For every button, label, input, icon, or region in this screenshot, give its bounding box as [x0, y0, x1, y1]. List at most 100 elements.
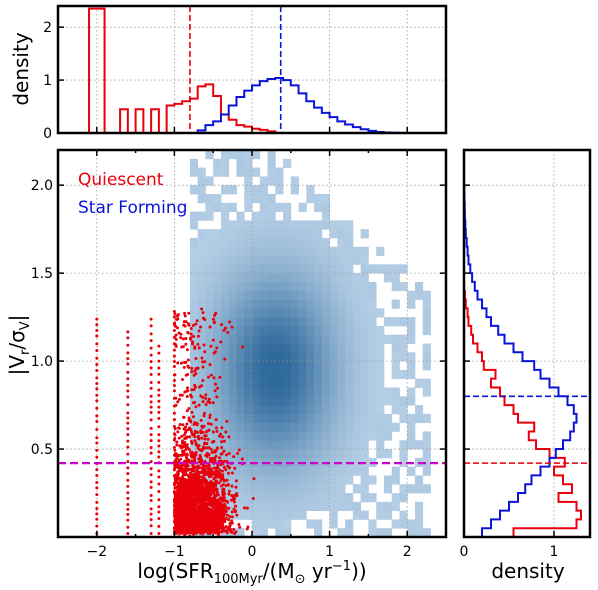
density-cell — [244, 255, 253, 265]
density-cell — [290, 378, 299, 388]
quiescent-point — [194, 499, 198, 503]
quiescent-point — [95, 334, 99, 338]
density-cell — [422, 413, 431, 424]
quiescent-point — [180, 378, 184, 382]
density-cell — [399, 281, 408, 292]
density-cell — [422, 466, 431, 476]
quiescent-point — [199, 325, 203, 329]
density-cell — [205, 255, 214, 265]
density-cell — [236, 167, 245, 177]
quiescent-point — [220, 426, 224, 430]
density-cell — [236, 220, 245, 230]
density-cell — [314, 519, 323, 529]
quiescent-point — [193, 454, 197, 458]
quiescent-point — [126, 416, 130, 420]
density-cell — [290, 396, 299, 406]
density-cell — [352, 413, 362, 424]
quiescent-point — [188, 508, 192, 512]
density-cell — [345, 501, 354, 512]
quiescent-point — [215, 395, 219, 399]
quiescent-point — [207, 428, 211, 432]
density-cell — [298, 422, 307, 432]
density-cell — [337, 405, 346, 415]
density-cell — [337, 237, 346, 248]
density-cell — [352, 369, 362, 380]
density-cell — [205, 431, 214, 441]
density-cell — [414, 290, 424, 300]
density-cell — [244, 510, 253, 520]
density-cell — [298, 466, 307, 476]
quiescent-point — [186, 358, 190, 362]
density-cell — [422, 440, 431, 450]
quiescent-point — [201, 526, 205, 530]
density-cell — [290, 255, 299, 265]
density-cell — [306, 273, 315, 283]
density-cell — [298, 369, 307, 380]
density-cell — [360, 281, 369, 292]
quiescent-point — [207, 465, 211, 469]
density-cell — [407, 361, 416, 371]
density-cell — [314, 308, 323, 318]
quiescent-point — [193, 458, 197, 462]
quiescent-point — [178, 393, 182, 397]
quiescent-point — [212, 503, 216, 507]
density-cell — [360, 343, 369, 353]
quiescent-point — [181, 477, 185, 481]
quiescent-point — [214, 469, 218, 473]
tick-label: 0 — [43, 126, 52, 142]
quiescent-point — [191, 432, 195, 436]
quiescent-point — [190, 388, 194, 392]
quiescent-point — [190, 525, 194, 529]
quiescent-point — [217, 481, 221, 485]
quiescent-point — [173, 496, 177, 500]
density-cell — [352, 343, 362, 353]
quiescent-point — [179, 528, 183, 532]
density-cell — [259, 211, 268, 221]
density-cell — [205, 176, 214, 186]
density-cell — [213, 273, 222, 283]
density-cell — [376, 413, 385, 424]
density-cell — [205, 440, 214, 450]
density-cell — [205, 317, 214, 327]
quiescent-point — [245, 527, 249, 531]
density-cell — [283, 264, 292, 274]
density-cell — [213, 405, 222, 415]
density-cell — [414, 405, 424, 415]
density-cell — [298, 308, 307, 318]
density-cell — [283, 466, 292, 476]
density-cell — [422, 290, 431, 300]
density-cell — [360, 273, 369, 283]
quiescent-point — [211, 430, 215, 434]
density-cell — [321, 387, 330, 397]
density-cell — [314, 484, 323, 494]
density-cell — [228, 229, 237, 239]
density-cell — [321, 422, 330, 432]
density-cell — [329, 457, 338, 468]
density-cell — [283, 519, 292, 529]
density-cell — [352, 273, 362, 283]
density-cell — [228, 185, 237, 195]
quiescent-point — [230, 471, 234, 475]
density-cell — [329, 449, 338, 459]
quiescent-point — [209, 467, 213, 471]
quiescent-point — [179, 509, 183, 513]
density-cell — [290, 387, 299, 397]
density-cell — [197, 299, 206, 309]
density-cell — [329, 405, 338, 415]
quiescent-point — [174, 492, 178, 496]
density-cell — [321, 211, 330, 221]
density-cell — [205, 211, 214, 221]
density-cell — [252, 229, 261, 239]
quiescent-point — [211, 317, 215, 321]
density-cell — [391, 369, 400, 380]
density-cell — [399, 457, 408, 468]
density-cell — [205, 281, 214, 292]
density-cell — [189, 413, 199, 424]
density-cell — [306, 493, 315, 503]
density-cell — [306, 343, 315, 353]
quiescent-point — [183, 485, 187, 489]
quiescent-point — [95, 486, 99, 490]
quiescent-point — [149, 317, 153, 321]
quiescent-point — [216, 507, 220, 511]
